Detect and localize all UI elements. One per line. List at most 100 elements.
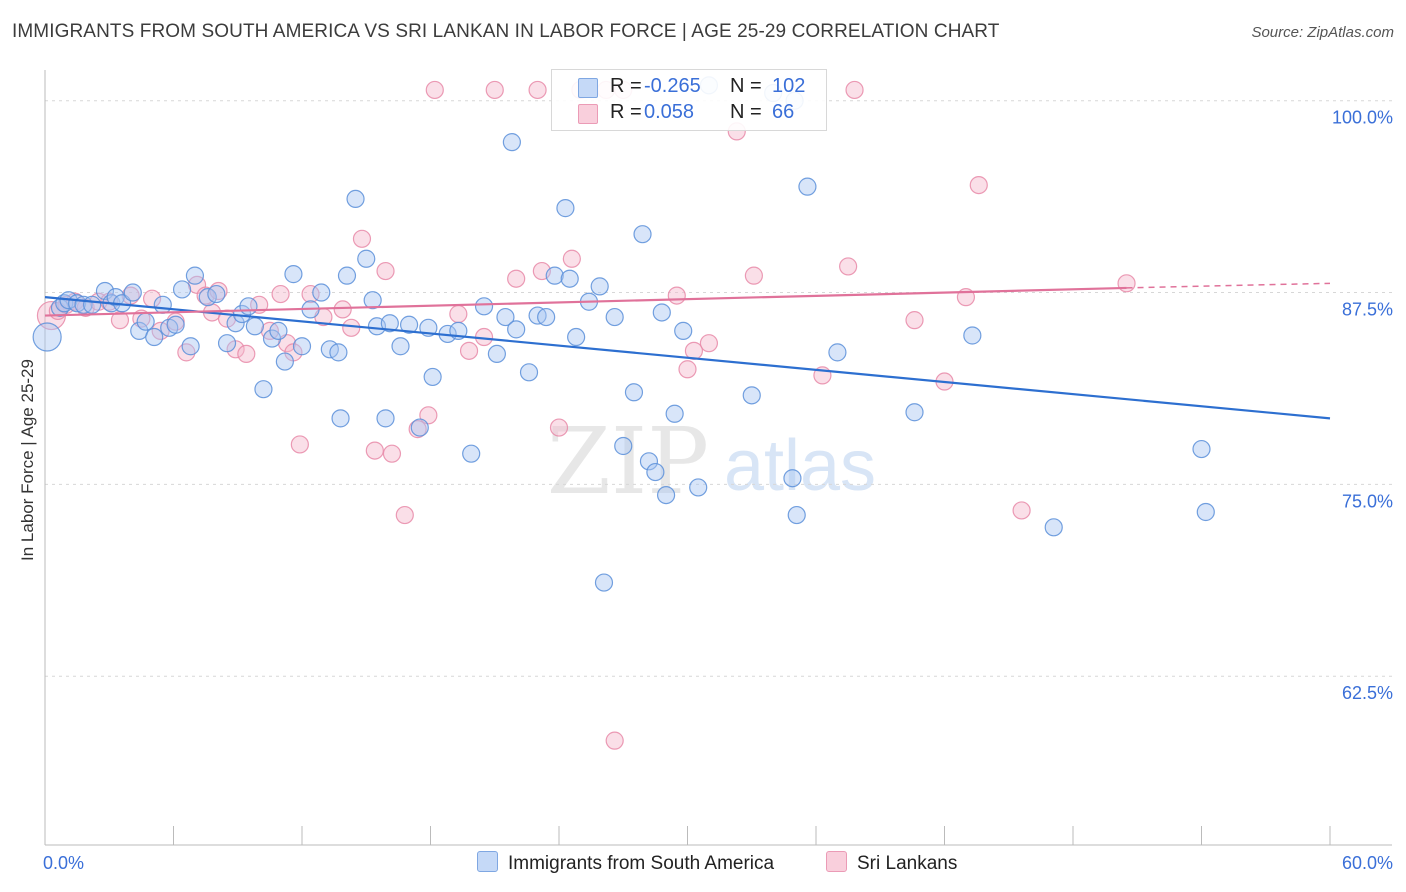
y-tick-label: 62.5% <box>1342 683 1393 703</box>
south-america-point <box>423 367 442 387</box>
legend-n-label: N = <box>730 75 762 97</box>
south-america-point <box>269 321 288 340</box>
sri-lankans-point <box>419 406 438 425</box>
south-america-point <box>410 418 429 437</box>
south-america-trend-line <box>44 296 1331 420</box>
south-america-point <box>787 505 806 525</box>
sri-lankans-point <box>605 731 624 750</box>
correlation-legend: R = -0.265 N = 102 R = 0.058 N = 66 <box>551 69 827 131</box>
trend-lines <box>44 282 1331 420</box>
south-america-point <box>646 462 665 482</box>
south-america-point <box>1044 518 1063 537</box>
south-america-point <box>1192 439 1211 459</box>
south-america-point <box>166 315 185 334</box>
south-america-point <box>462 444 481 463</box>
sri-lankans-point <box>528 80 547 100</box>
south-america-point <box>590 277 609 296</box>
series-legend: Immigrants from South America Sri Lankan… <box>0 851 1406 877</box>
south-america-point <box>594 573 614 592</box>
south-america-point <box>567 327 586 347</box>
sri-lankans-point <box>352 229 372 248</box>
sri-lankans-point <box>271 284 290 304</box>
watermark-atlas: atlas <box>724 426 876 506</box>
legend-swatch-pink <box>578 104 598 124</box>
south-america-point <box>624 383 644 402</box>
south-america-point <box>153 295 172 314</box>
south-america-point <box>391 337 410 356</box>
sri-lankans-point <box>395 505 414 525</box>
sri-lankans-point <box>449 304 468 324</box>
legend-r-label: R = <box>610 75 642 97</box>
south-america-points <box>32 76 1215 592</box>
legend-n-label: N = <box>730 101 762 123</box>
south-america-point <box>798 177 817 196</box>
sri-lankans-point <box>485 80 504 100</box>
legend-label: Sri Lankans <box>857 853 958 874</box>
south-america-point <box>963 326 982 345</box>
watermark: ZIP atlas <box>547 408 876 515</box>
chart-title: IMMIGRANTS FROM SOUTH AMERICA VS SRI LAN… <box>12 21 1000 42</box>
south-america-point <box>357 249 376 268</box>
south-america-point <box>556 199 575 218</box>
south-america-point <box>474 297 494 316</box>
sri-lankans-point <box>376 261 395 281</box>
south-america-point <box>399 315 419 334</box>
legend-swatch-blue <box>578 78 598 98</box>
south-america-point <box>496 307 515 327</box>
south-america-point <box>185 266 205 285</box>
south-america-point <box>32 322 62 352</box>
x-tick-label: 60.0% <box>1342 853 1393 873</box>
south-america-point <box>380 314 399 333</box>
sri-lankans-point <box>342 318 361 337</box>
axes <box>44 70 1392 846</box>
y-tick-label: 75.0% <box>1342 491 1393 511</box>
sri-lankans-point <box>699 334 719 353</box>
south-america-point <box>519 363 539 382</box>
south-america-point <box>239 297 258 316</box>
legend-r-value: 0.058 <box>644 101 695 123</box>
south-america-point <box>614 436 633 456</box>
south-america-point <box>331 409 350 428</box>
sri-lankans-point <box>839 257 858 276</box>
south-america-point <box>507 320 526 339</box>
south-america-point <box>172 280 192 299</box>
sri-lankans-point <box>1012 501 1031 520</box>
south-america-point <box>312 283 331 302</box>
legend-item-sri-lankans[interactable]: Sri Lankans <box>826 851 957 875</box>
south-america-point <box>207 284 226 304</box>
south-america-point <box>363 291 382 310</box>
south-america-point <box>275 352 294 371</box>
sri-lankans-point <box>562 249 581 268</box>
legend-swatch-blue <box>477 851 498 872</box>
south-america-point <box>181 337 200 356</box>
south-america-point <box>783 469 802 488</box>
south-america-point <box>245 317 264 336</box>
grid-lines <box>45 100 1392 677</box>
sri-lankans-point <box>290 435 309 454</box>
south-america-point <box>560 269 579 288</box>
south-america-point <box>292 337 312 356</box>
y-tick-label: 100.0% <box>1332 108 1393 128</box>
south-america-point <box>346 189 365 209</box>
south-america-point <box>123 283 142 302</box>
sri-lankans-point <box>667 286 686 305</box>
sri-lankans-point <box>905 311 924 330</box>
legend-r-value: -0.265 <box>644 75 701 97</box>
south-america-point <box>83 295 102 314</box>
sri-lankans-point <box>425 80 444 100</box>
south-america-point <box>487 344 506 364</box>
legend-item-south-america[interactable]: Immigrants from South America <box>477 851 774 875</box>
south-america-point <box>537 307 556 327</box>
legend-n-value: 102 <box>772 75 806 97</box>
sri-lankans-point <box>678 360 697 379</box>
sri-lankans-point <box>237 344 256 364</box>
south-america-point <box>633 225 652 244</box>
chart-source: Source: ZipAtlas.com <box>1251 24 1394 41</box>
sri-lankans-point <box>969 175 988 195</box>
sri-lankans-point <box>365 441 384 460</box>
south-america-point <box>652 303 671 322</box>
sri-lankans-point <box>209 281 228 301</box>
south-america-point <box>656 485 676 505</box>
south-america-point <box>665 404 684 423</box>
